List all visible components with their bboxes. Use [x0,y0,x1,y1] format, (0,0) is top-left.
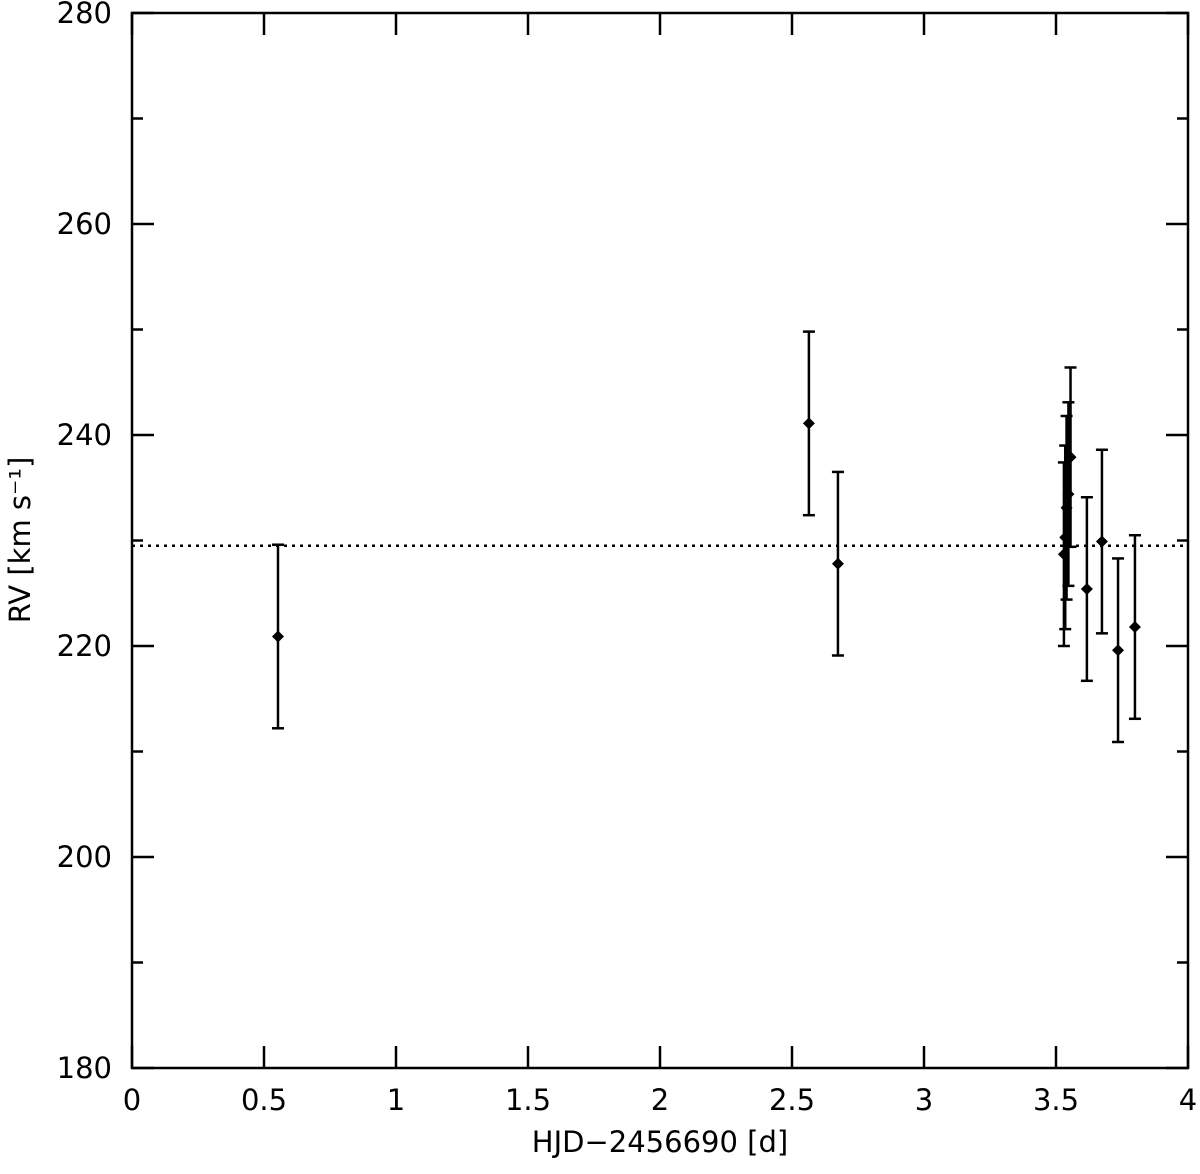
x-tick-label: 3.5 [1033,1083,1079,1117]
x-tick-label: 0.5 [241,1083,287,1117]
y-tick-label: 220 [57,629,112,663]
x-tick-label: 1.5 [505,1083,551,1117]
data-point [1128,621,1141,634]
y-tick-label: 240 [57,418,112,452]
y-tick-label: 260 [57,207,112,241]
x-tick-label: 1 [387,1083,405,1117]
y-tick-label: 180 [57,1051,112,1085]
data-point [271,630,284,643]
data-point [831,557,844,570]
y-tick-label: 280 [57,0,112,30]
data-point [1064,451,1077,464]
y-axis-label: RV [km s⁻¹] [3,457,37,624]
x-tick-label: 2.5 [769,1083,815,1117]
x-axis-label: HJD−2456690 [d] [532,1125,788,1159]
data-point [802,417,815,430]
plot-frame [130,11,1190,1070]
x-tick-label: 0 [123,1083,141,1117]
y-tick-label: 200 [57,840,112,874]
data-point [1112,644,1125,657]
x-tick-label: 4 [1179,1083,1197,1117]
data-point [1080,583,1093,596]
data-point [1095,535,1108,548]
x-tick-label: 3 [915,1083,933,1117]
x-tick-label: 2 [651,1083,669,1117]
